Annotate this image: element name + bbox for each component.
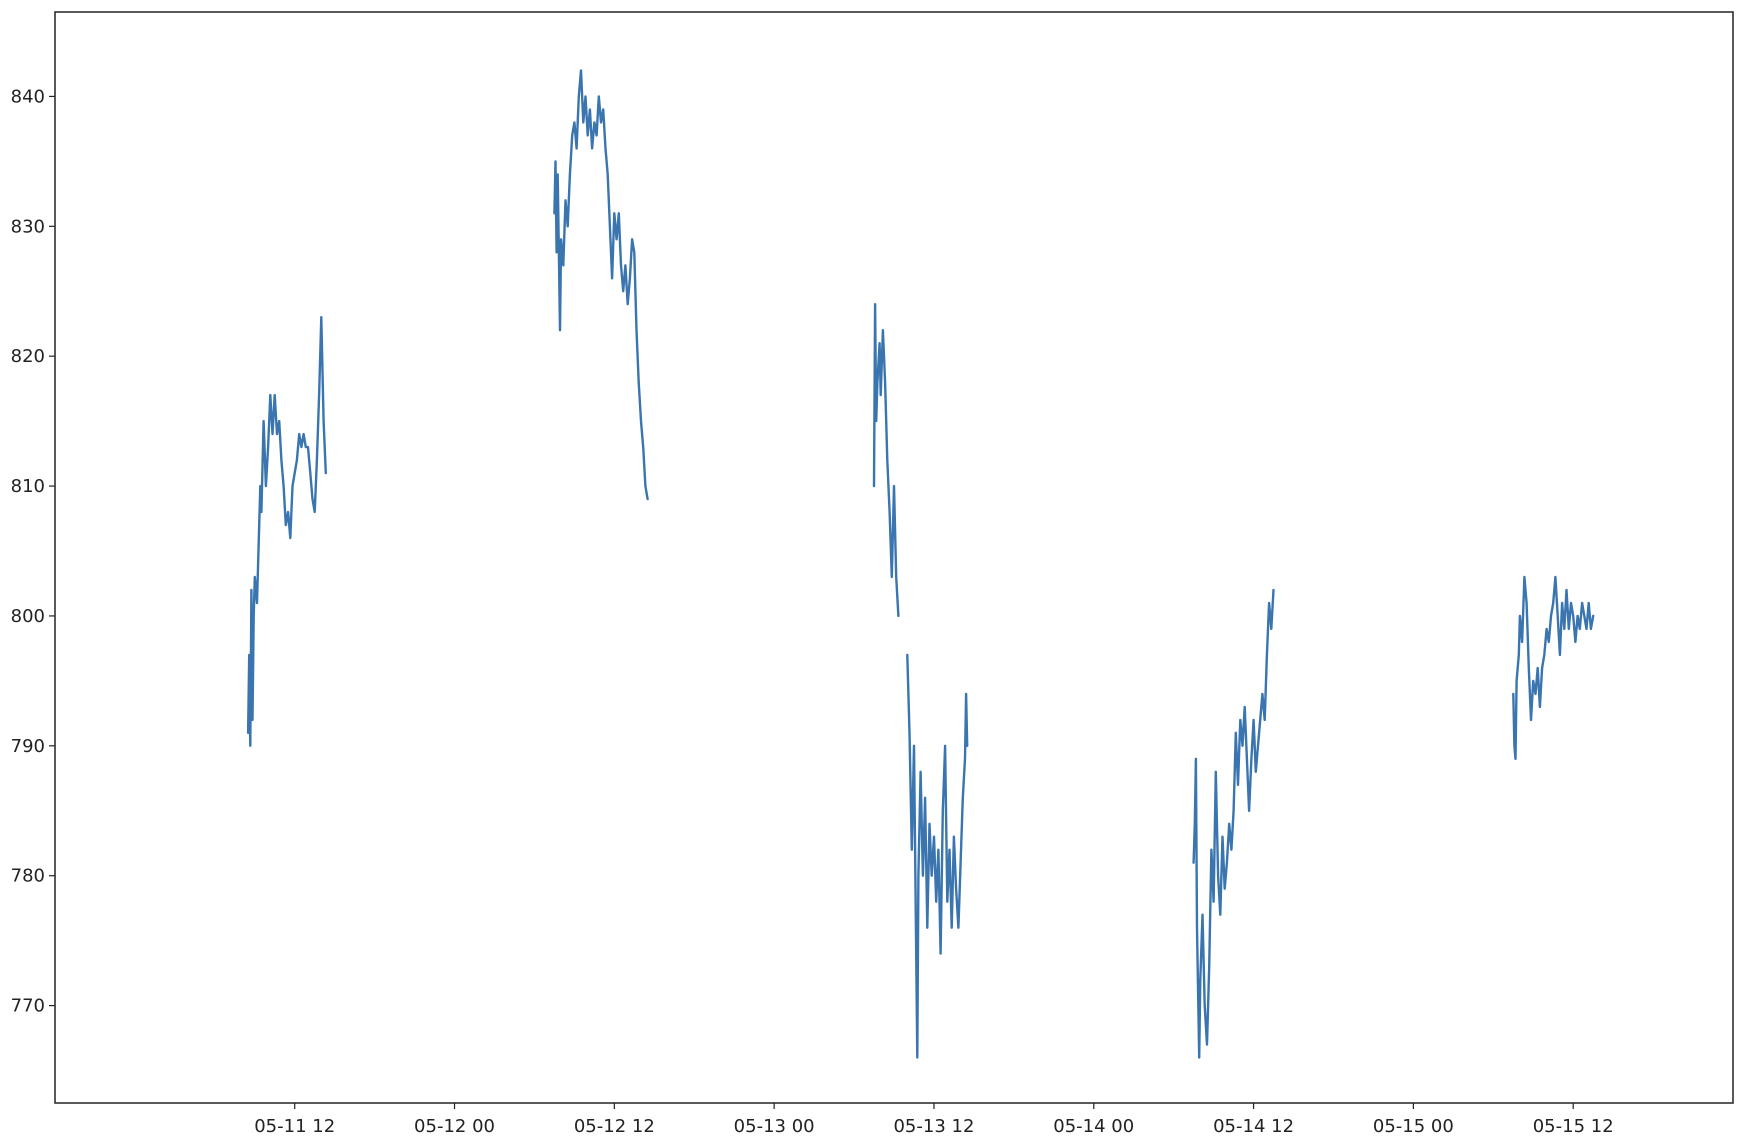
x-tick-label: 05-13 00 [734, 1116, 815, 1137]
x-tick-label: 05-12 00 [414, 1116, 495, 1137]
x-tick-label: 05-15 00 [1373, 1116, 1454, 1137]
y-tick-label: 770 [11, 996, 45, 1017]
x-tick-label: 05-15 12 [1533, 1116, 1614, 1137]
series-line-segment [1512, 575, 1595, 760]
x-tick-label: 05-11 12 [254, 1116, 335, 1137]
y-axis: 770 780 790 800 810 820 830 840 [11, 86, 55, 1017]
series-line-segment [246, 316, 327, 747]
series-line-segment [906, 653, 969, 1059]
y-tick-label: 780 [11, 866, 45, 887]
x-tick-label: 05-13 12 [893, 1116, 974, 1137]
series-layer [246, 69, 1595, 1059]
series-line-segment [872, 303, 900, 618]
y-tick-label: 820 [11, 346, 45, 367]
x-tick-label: 05-14 12 [1213, 1116, 1294, 1137]
x-tick-label: 05-12 12 [574, 1116, 655, 1137]
series-line-segment [553, 69, 649, 501]
plot-area-frame [54, 11, 1734, 1104]
x-axis: 05-11 12 05-12 00 05-12 12 05-13 00 05-13 12… [254, 1103, 1614, 1137]
x-tick-label: 05-14 00 [1053, 1116, 1134, 1137]
y-tick-label: 800 [11, 606, 45, 627]
y-tick-label: 810 [11, 476, 45, 497]
y-tick-label: 790 [11, 736, 45, 757]
series-line-segment [1192, 588, 1275, 1059]
y-tick-label: 840 [11, 86, 45, 107]
y-tick-label: 830 [11, 216, 45, 237]
